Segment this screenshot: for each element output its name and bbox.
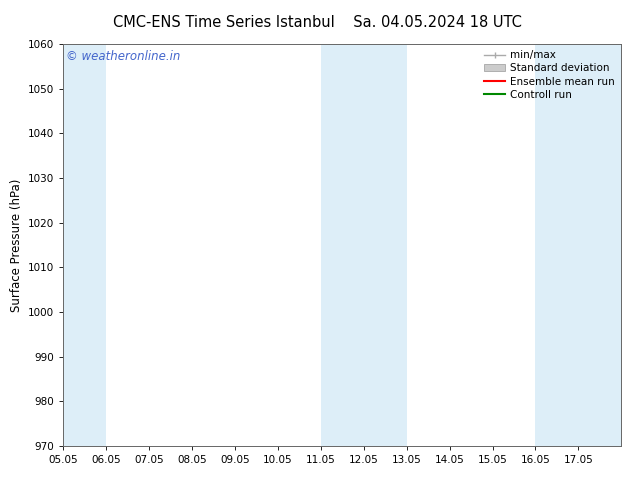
- Text: © weatheronline.in: © weatheronline.in: [66, 50, 181, 63]
- Text: CMC-ENS Time Series Istanbul    Sa. 04.05.2024 18 UTC: CMC-ENS Time Series Istanbul Sa. 04.05.2…: [113, 15, 521, 30]
- Bar: [536, 44, 621, 446]
- Legend: min/max, Standard deviation, Ensemble mean run, Controll run: min/max, Standard deviation, Ensemble me…: [480, 46, 619, 104]
- Bar: [63, 44, 107, 446]
- Bar: [321, 44, 407, 446]
- Y-axis label: Surface Pressure (hPa): Surface Pressure (hPa): [10, 178, 23, 312]
